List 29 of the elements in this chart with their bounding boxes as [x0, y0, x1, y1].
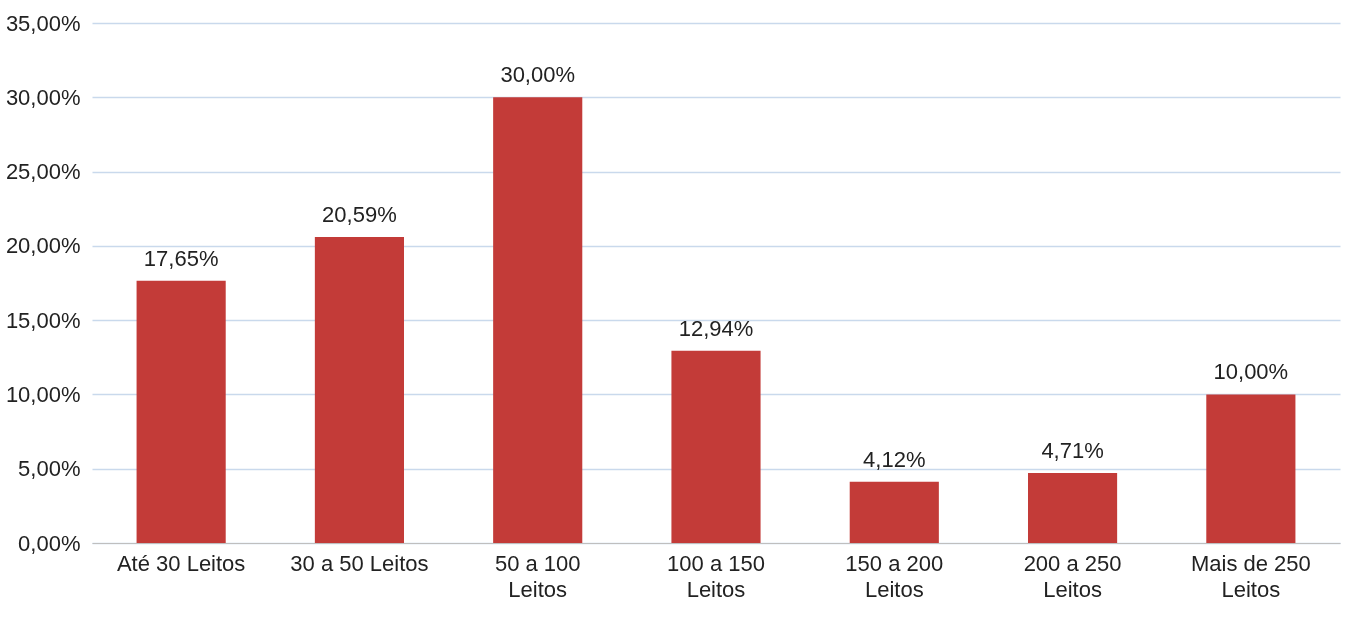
data-label: 10,00% [1213, 359, 1289, 385]
x-tick-label: 200 a 250 Leitos [1023, 550, 1122, 602]
y-tick-label: 15,00% [5, 307, 81, 333]
y-tick-label: 25,00% [5, 159, 81, 185]
y-tick-label: 35,00% [5, 10, 81, 36]
x-tick-label: 30 a 50 Leitos [290, 550, 429, 576]
y-tick-label: 10,00% [5, 381, 81, 407]
x-tick-label: 100 a 150 Leitos [667, 550, 765, 602]
x-tick-label: Até 30 Leitos [116, 550, 246, 576]
x-tick-label: 150 a 200 Leitos [845, 550, 944, 602]
bar [1028, 473, 1118, 543]
y-tick-label: 5,00% [18, 456, 81, 482]
bar [493, 97, 583, 543]
bar [849, 481, 939, 543]
y-tick-label: 20,00% [5, 233, 81, 259]
data-label: 17,65% [143, 245, 219, 271]
data-label: 30,00% [500, 62, 576, 88]
y-tick-label: 30,00% [5, 84, 81, 110]
x-tick-label: Mais de 250 Leitos [1190, 550, 1311, 602]
bar [136, 280, 226, 543]
bar [671, 350, 761, 543]
bar [1206, 394, 1296, 543]
bar [314, 237, 404, 543]
data-label: 4,12% [863, 446, 926, 472]
y-tick-label: 0,00% [18, 530, 81, 556]
data-label: 4,71% [1041, 438, 1104, 464]
data-label: 20,59% [322, 202, 397, 228]
data-label: 12,94% [678, 315, 754, 341]
x-tick-label: 50 a 100 Leitos [494, 550, 581, 602]
